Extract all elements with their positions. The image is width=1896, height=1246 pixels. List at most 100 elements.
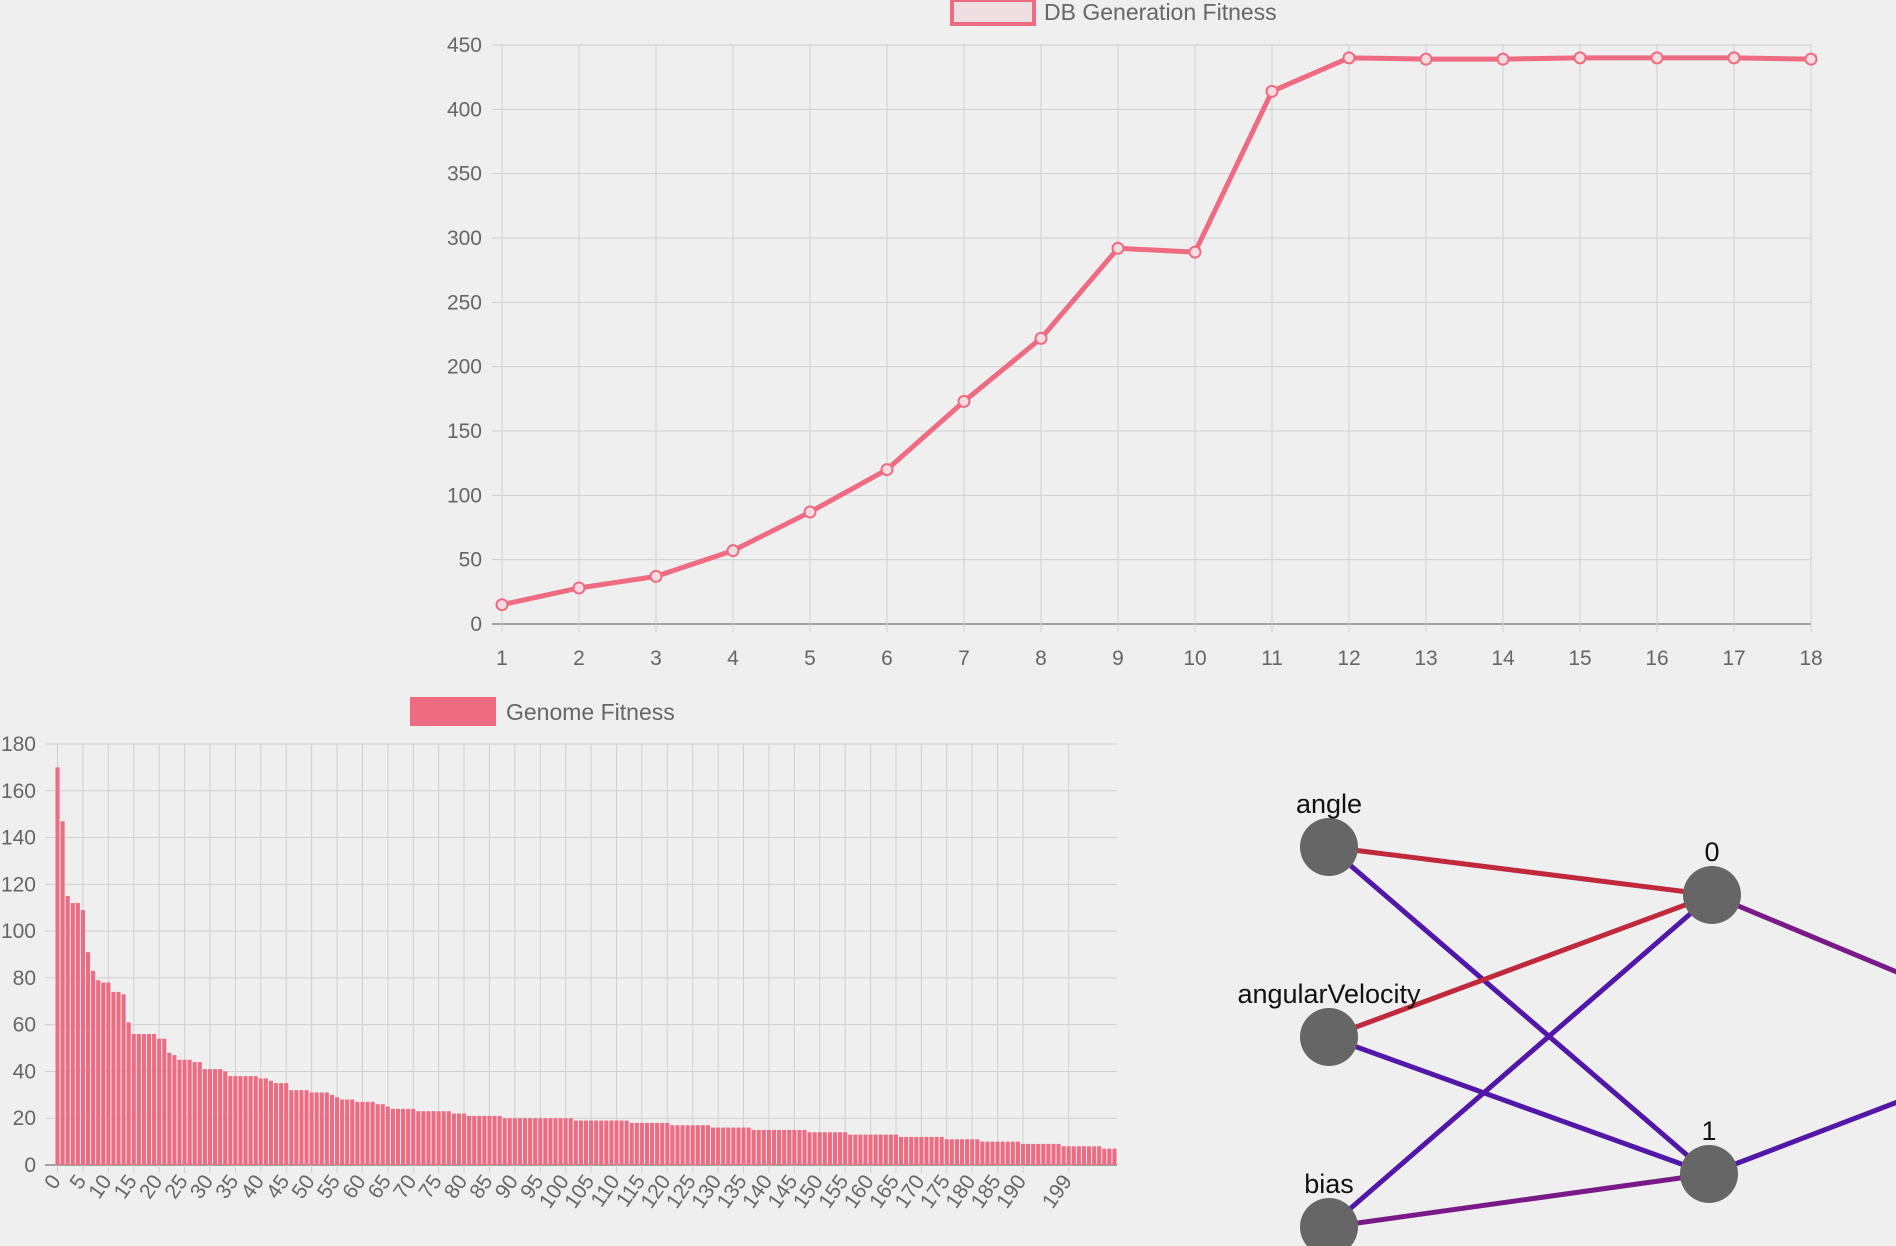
y-tick-label: 140 [1,827,36,850]
bar [522,1118,528,1165]
bar [284,1083,289,1165]
x-tick-label: 4 [727,647,739,670]
bar [838,1132,843,1165]
bar [827,1132,832,1165]
bar [985,1141,990,1165]
bar [152,1034,157,1165]
bar [207,1069,213,1165]
bar [436,1111,441,1165]
bar [873,1134,878,1165]
bar [711,1127,716,1165]
bar [934,1136,939,1165]
bar [1102,1148,1107,1165]
bar [238,1076,243,1165]
data-point [880,463,894,477]
x-tick-label: 12 [1337,647,1360,670]
bar [863,1134,868,1165]
bar [101,982,106,1165]
data-point [957,394,971,408]
bar [85,952,91,1165]
x-tick-label: 18 [1799,647,1822,670]
legend-swatch [950,0,1036,26]
bar [756,1129,761,1165]
data-point [1573,51,1587,65]
bar [822,1132,827,1165]
bar [538,1118,543,1165]
bar [904,1136,909,1165]
bar [380,1104,385,1165]
y-tick-label: 250 [447,291,482,314]
bar [329,1094,334,1165]
bar [111,991,116,1165]
bar [548,1118,553,1165]
bar [467,1115,472,1165]
data-point [649,569,663,583]
bar [314,1092,319,1165]
x-tick-label: 3 [650,647,662,670]
bar [451,1113,456,1165]
bar [573,1120,578,1165]
bar [817,1132,822,1165]
legend-label: Genome Fitness [506,699,675,725]
bar [365,1101,370,1165]
bar [177,1059,182,1165]
data-point [726,544,740,558]
bar [472,1115,477,1165]
bar [558,1118,563,1165]
bar [792,1129,797,1165]
bar [248,1076,253,1165]
node-label-h0: 0 [1704,837,1719,867]
data-point [1111,241,1125,255]
y-tick-label: 180 [1,733,36,756]
bar [492,1115,497,1165]
x-tick-label: 13 [1414,647,1437,670]
edge-h0-out [1711,892,1896,975]
bar [228,1076,233,1165]
x-tick-label: 14 [1491,647,1515,670]
bar [1066,1146,1071,1165]
data-point [1188,245,1202,259]
bar [482,1115,487,1165]
bar [167,1052,172,1165]
y-tick-label: 40 [13,1060,36,1083]
bar [80,910,85,1165]
bar [665,1122,670,1165]
bar [279,1083,284,1165]
bar [197,1062,202,1165]
bar [355,1101,360,1165]
bar [1031,1143,1036,1165]
bar [954,1139,959,1165]
edge-bias-h1 [1328,1171,1710,1230]
bar [944,1139,949,1165]
data-point [1496,52,1510,66]
bar [802,1129,807,1165]
bar [919,1136,924,1165]
bar [883,1134,888,1165]
bar [1112,1148,1117,1165]
bar [639,1122,644,1165]
x-tick-label: 17 [1722,647,1745,670]
edge-angularVelocity-h1 [1328,1034,1710,1177]
x-tick-label: 10 [1183,647,1206,670]
bar [1041,1143,1046,1165]
y-tick-label: 100 [447,484,482,507]
bar [223,1071,228,1165]
bar [995,1141,1000,1165]
bar [660,1122,665,1165]
bar [1097,1146,1102,1165]
bar [893,1134,898,1165]
node-label-h1: 1 [1701,1116,1716,1146]
bar [771,1129,777,1165]
bar [126,1022,131,1165]
bar [746,1127,751,1165]
bar [121,994,126,1165]
bar [426,1111,431,1165]
bar [202,1069,207,1165]
bar [700,1125,705,1165]
bar [589,1120,594,1165]
bar [1036,1143,1041,1165]
bar [568,1118,573,1165]
edge-bias-h0 [1327,893,1714,1229]
bar [1015,1141,1020,1165]
bar [309,1092,314,1165]
